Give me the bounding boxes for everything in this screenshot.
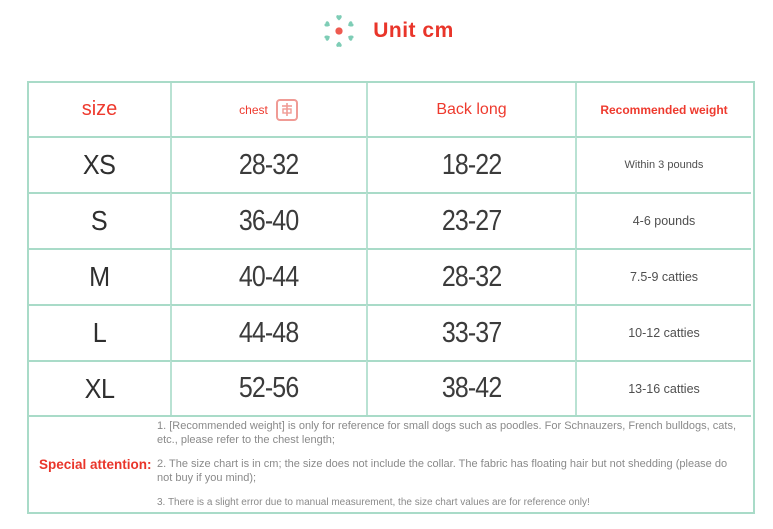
table-row-xs-weight: Within 3 pounds	[575, 136, 751, 192]
table-row-l-chest: 44-48	[170, 304, 366, 360]
column-header-chest: chest	[170, 83, 366, 136]
special-attention-label: Special attention:	[39, 457, 152, 472]
girth-stamp-icon	[275, 98, 298, 121]
table-row-xs-back-long: 18-22	[366, 136, 575, 192]
table-row-xl-weight: 13-16 catties	[575, 360, 751, 415]
table-row-s-back-long: 23-27	[366, 192, 575, 248]
column-header-recommended-weight: Recommended weight	[575, 83, 751, 136]
table-row-l-size: L	[29, 304, 170, 360]
table-row-xs-chest: 28-32	[170, 136, 366, 192]
table-row-m-back-long: 28-32	[366, 248, 575, 304]
note-item: 1. [Recommended weight] is only for refe…	[157, 419, 737, 446]
special-attention-notes: 1. [Recommended weight] is only for refe…	[157, 420, 751, 510]
table-row-l-weight: 10-12 catties	[575, 304, 751, 360]
special-attention-section: Special attention: 1. [Recommended weigh…	[29, 415, 751, 512]
table-row-s-size: S	[29, 192, 170, 248]
table-row-xl-chest: 52-56	[170, 360, 366, 415]
table-row-l-back-long: 33-37	[366, 304, 575, 360]
table-row-xs-size: XS	[29, 136, 170, 192]
note-item: 2. The size chart is in cm; the size doe…	[157, 458, 728, 484]
table-row-m-weight: 7.5-9 catties	[575, 248, 751, 304]
table-row-xl-back-long: 38-42	[366, 360, 575, 415]
table-row-s-weight: 4-6 pounds	[575, 192, 751, 248]
page-header: Unit cm	[0, 0, 773, 55]
table-row-s-chest: 36-40	[170, 192, 366, 248]
note-item: 3. There is a slight error due to manual…	[157, 496, 590, 508]
table-row-xl-size: XL	[29, 360, 170, 415]
column-header-back-long: Back long	[366, 83, 575, 136]
table-row-m-size: M	[29, 248, 170, 304]
table-row-m-chest: 40-44	[170, 248, 366, 304]
unit-label: Unit cm	[373, 18, 454, 42]
size-chart-table: size chest Back long Recommended weight …	[27, 81, 755, 514]
column-header-size: size	[29, 83, 170, 136]
flower-icon	[324, 14, 354, 47]
